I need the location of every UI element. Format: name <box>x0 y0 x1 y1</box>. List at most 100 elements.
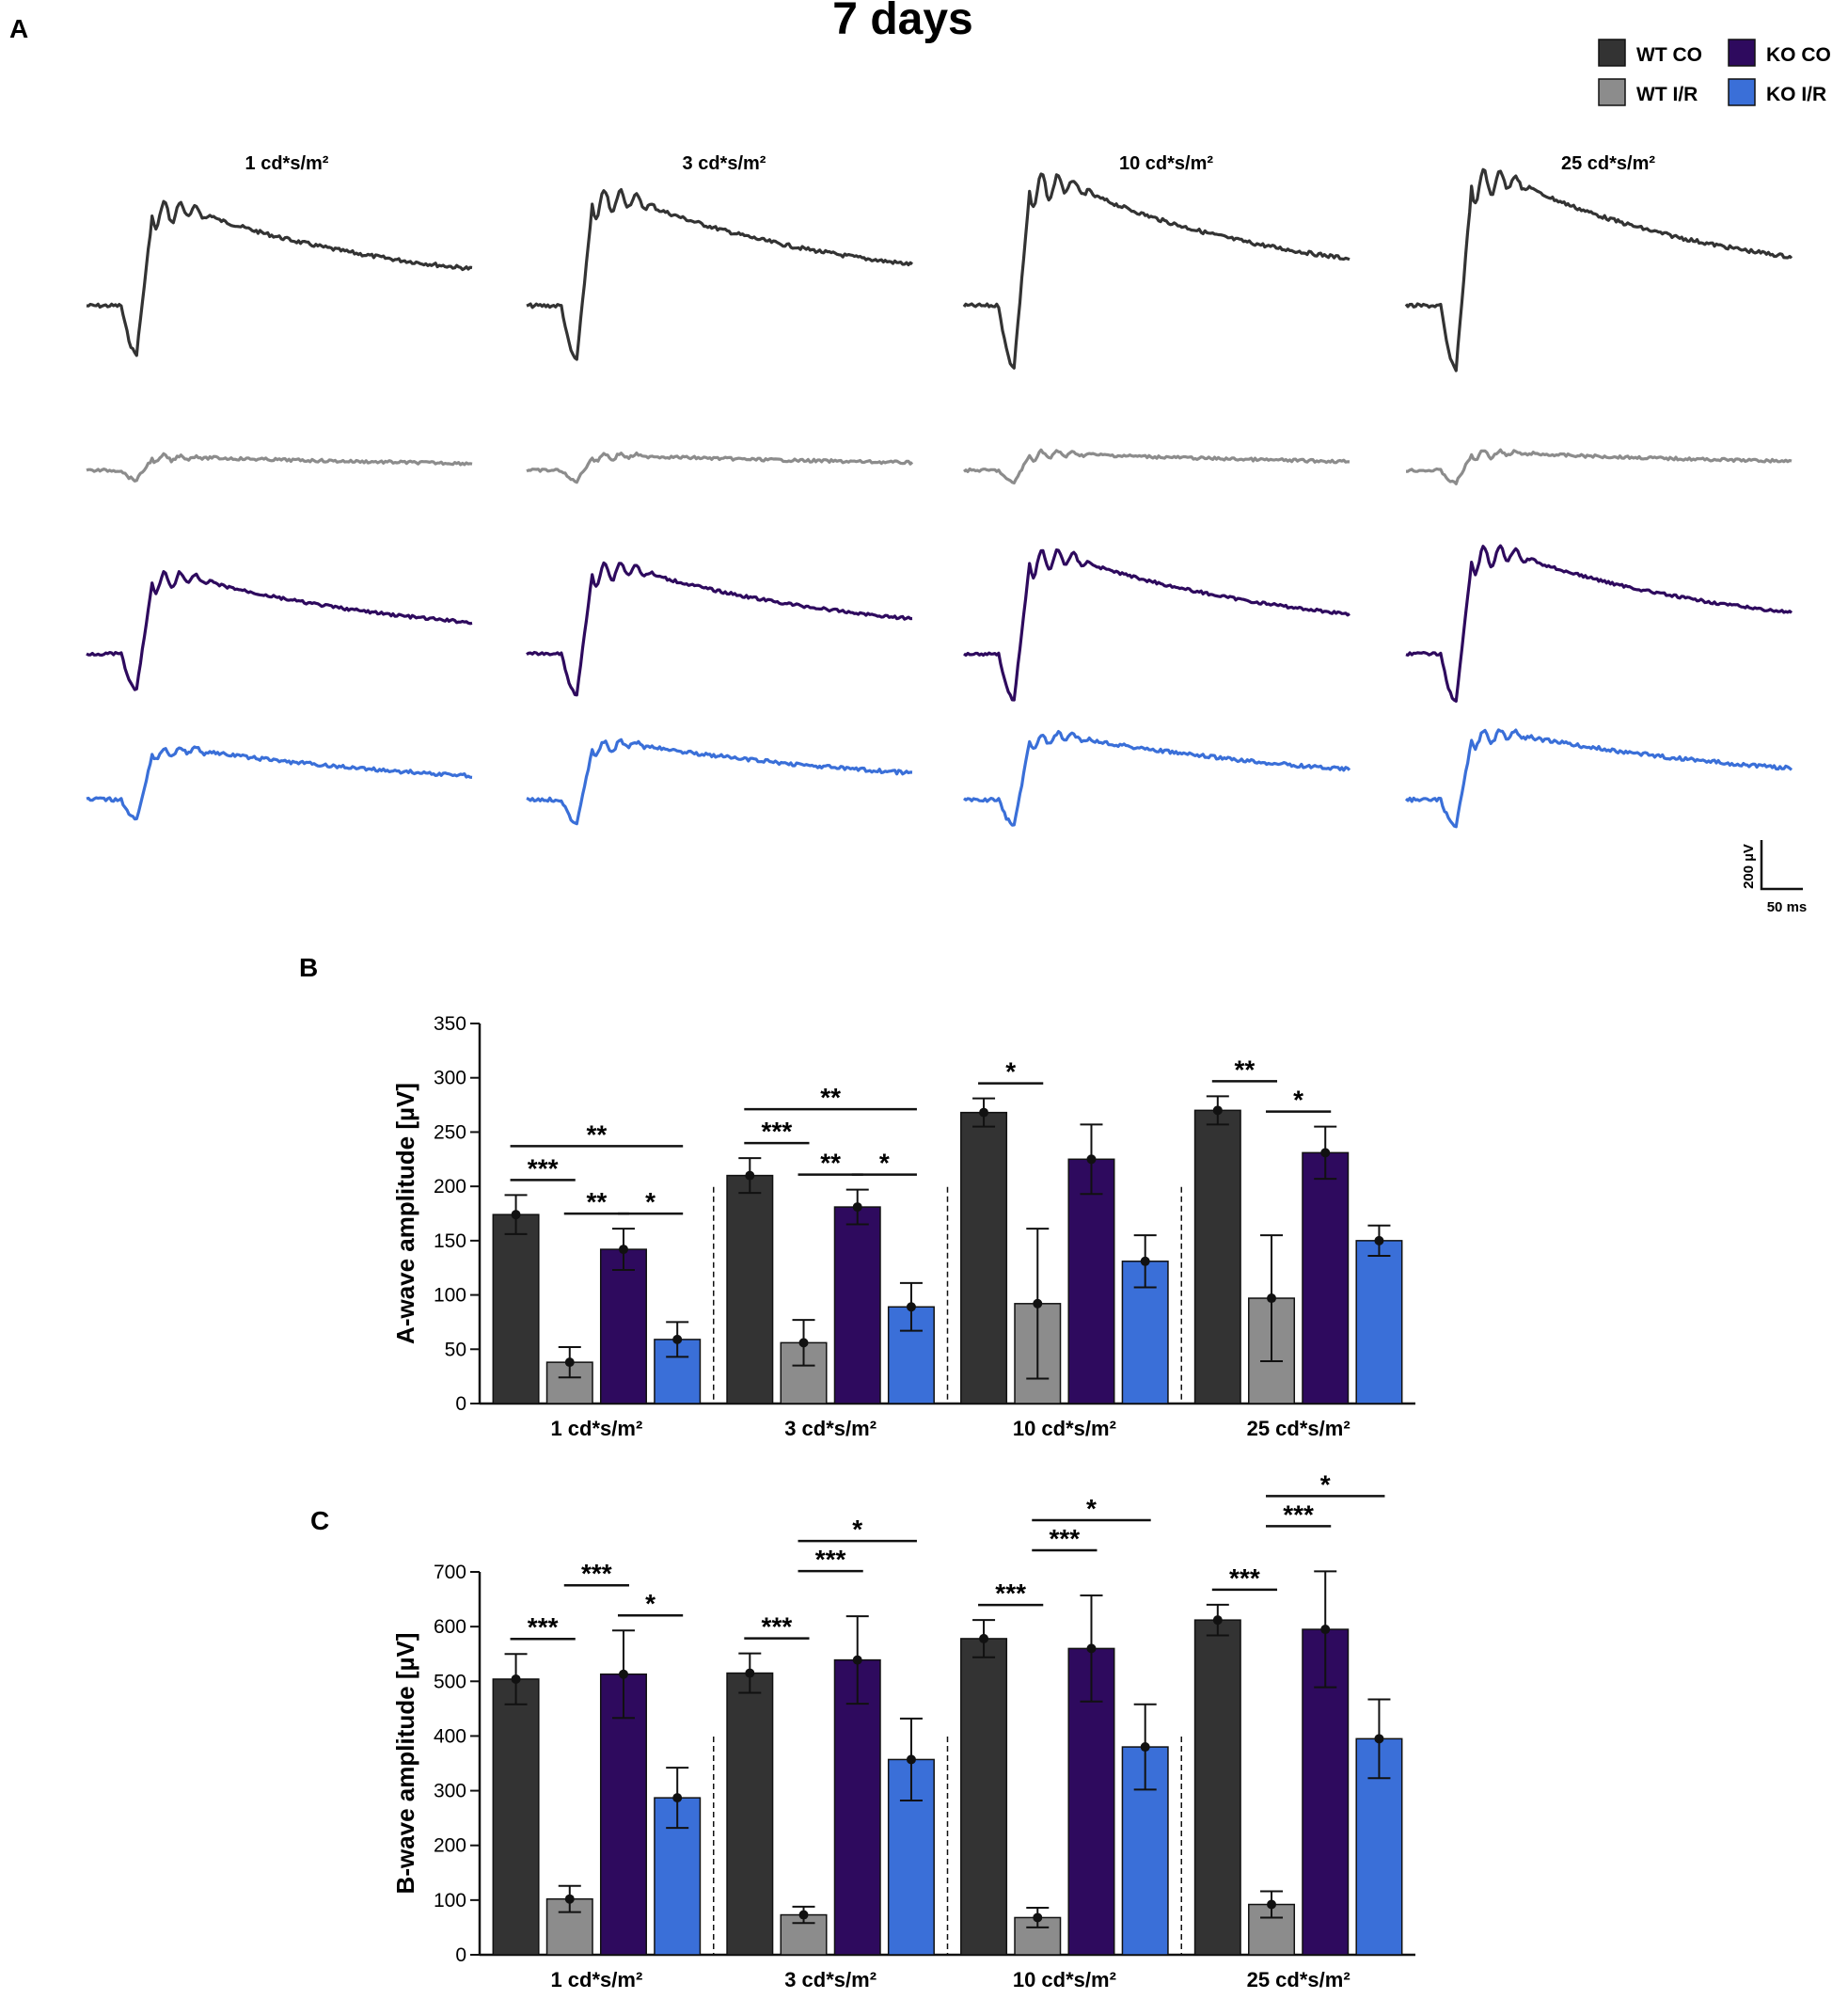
legend-label-ko-co: KO CO <box>1766 44 1831 66</box>
mean-point <box>1140 1256 1150 1266</box>
mean-point <box>1374 1734 1384 1744</box>
y-tick-label: 700 <box>434 1562 466 1583</box>
erg-trace-ko-co-2 <box>963 548 1350 702</box>
bar-ko-co-2 <box>1067 1158 1115 1404</box>
legend-swatch-wt-ir <box>1598 78 1626 106</box>
mean-point <box>852 1202 862 1213</box>
significance-label: * <box>645 1187 655 1216</box>
legend-entry-wt-co: WT CO <box>1598 39 1702 67</box>
mean-point <box>1320 1148 1331 1158</box>
trace-column-header-1: 1 cd*s/m² <box>245 153 329 174</box>
significance-label: *** <box>995 1579 1026 1608</box>
erg-trace-wt-i-r-2 <box>963 448 1350 484</box>
mean-point <box>745 1668 755 1678</box>
significance-label: * <box>1293 1086 1303 1115</box>
mean-point <box>979 1107 989 1118</box>
bar-ko-co-0 <box>599 1248 647 1404</box>
x-tick-label: 25 cd*s/m² <box>1247 1417 1350 1440</box>
b-wave-bar-chart: 0 100 200 300 400 500 600 700 B-wave amplitude [… <box>391 1469 1415 1991</box>
significance-label: ** <box>820 1083 841 1112</box>
significance-label: *** <box>1229 1563 1260 1593</box>
x-tick-label: 1 cd*s/m² <box>550 1417 642 1440</box>
y-tick-label: 300 <box>434 1068 466 1089</box>
trace-column-header-25: 25 cd*s/m² <box>1561 153 1655 174</box>
scale-bar: 200 µV 50 ms <box>1741 840 1807 915</box>
significance-label: ** <box>1235 1055 1256 1084</box>
y-tick-label: 400 <box>434 1725 466 1747</box>
panel-label-a: A <box>9 14 28 43</box>
significance-label: * <box>1320 1469 1331 1499</box>
bar-wt-co-2 <box>960 1111 1008 1404</box>
x-tick-label: 25 cd*s/m² <box>1247 1968 1350 1991</box>
significance-label: * <box>879 1149 890 1178</box>
erg-trace-wt-co-3 <box>1404 167 1793 373</box>
erg-trace-ko-co-1 <box>526 561 913 697</box>
y-tick-label: 500 <box>434 1671 466 1692</box>
y-axis-label: B-wave amplitude [µV] <box>391 1633 419 1895</box>
legend-label-wt-co: WT CO <box>1636 44 1702 66</box>
erg-trace-wt-co-1 <box>526 188 913 361</box>
y-tick-label: 150 <box>434 1230 466 1252</box>
bar-wt-co-0 <box>492 1678 540 1956</box>
bar-ko-i-r-3 <box>1355 1240 1403 1404</box>
significance-label: * <box>645 1589 655 1618</box>
scale-bar-lines <box>1760 840 1803 891</box>
bar-ko-co-0 <box>599 1673 647 1956</box>
y-tick-label: 250 <box>434 1121 466 1143</box>
erg-trace-wt-i-r-1 <box>526 452 914 484</box>
significance-label: *** <box>1050 1524 1081 1553</box>
legend-entry-ko-co: KO CO <box>1728 39 1831 67</box>
erg-trace-ko-i-r-0 <box>86 745 473 821</box>
mean-point <box>1033 1912 1043 1923</box>
legend-entry-ko-ir: KO I/R <box>1728 78 1826 106</box>
erg-trace-wt-co-2 <box>962 172 1350 370</box>
erg-trace-wt-i-r-0 <box>86 452 473 483</box>
significance-label: *** <box>762 1117 793 1146</box>
legend-swatch-ko-co <box>1728 39 1756 67</box>
mean-point <box>564 1894 575 1904</box>
mean-point <box>672 1334 683 1344</box>
mean-point <box>979 1633 989 1643</box>
bar-wt-co-3 <box>1193 1109 1241 1404</box>
mean-point <box>1033 1298 1043 1309</box>
bar-wt-co-0 <box>492 1214 540 1404</box>
mean-point <box>1212 1105 1223 1116</box>
panel-label-c: C <box>310 1506 329 1535</box>
trace-column-header-3: 3 cd*s/m² <box>683 153 766 174</box>
trace-column-header-10: 10 cd*s/m² <box>1119 153 1213 174</box>
y-tick-label: 0 <box>455 1393 466 1415</box>
erg-trace-ko-i-r-3 <box>1404 728 1793 829</box>
erg-trace-wt-i-r-3 <box>1406 448 1793 485</box>
mean-point <box>1267 1293 1277 1304</box>
significance-label: *** <box>581 1559 612 1588</box>
bar-wt-co-2 <box>960 1638 1008 1956</box>
y-tick-label: 100 <box>434 1890 466 1912</box>
mean-point <box>906 1754 916 1765</box>
mean-point <box>1212 1615 1223 1626</box>
mean-point <box>511 1210 521 1220</box>
mean-point <box>672 1793 683 1803</box>
mean-point <box>564 1357 575 1368</box>
erg-traces <box>86 167 1793 829</box>
erg-trace-ko-i-r-2 <box>963 730 1351 827</box>
y-axis-label: A-wave amplitude [µV] <box>391 1083 419 1344</box>
legend-label-wt-ir: WT I/R <box>1636 84 1698 105</box>
legend: WT CO KO CO WT I/R KO I/R <box>1598 39 1831 106</box>
mean-point <box>798 1338 809 1348</box>
significance-label: *** <box>528 1612 559 1642</box>
x-tick-label: 3 cd*s/m² <box>784 1968 877 1991</box>
mean-point <box>745 1170 755 1181</box>
legend-label-ko-ir: KO I/R <box>1766 84 1826 105</box>
significance-label: * <box>1005 1057 1016 1087</box>
y-tick-label: 200 <box>434 1835 466 1857</box>
y-tick-label: 50 <box>445 1339 466 1360</box>
figure-title: 7 days <box>832 0 972 44</box>
significance-label: * <box>1086 1494 1097 1523</box>
significance-label: *** <box>815 1545 846 1574</box>
mean-point <box>618 1245 628 1255</box>
legend-swatch-wt-co <box>1598 39 1626 67</box>
bar-wt-co-3 <box>1193 1619 1241 1956</box>
significance-label: *** <box>1283 1499 1314 1529</box>
a-wave-bar-chart: 0 50 100 150 200 250 300 350 A-wave amplitude [µ… <box>391 1013 1415 1440</box>
significance-label: ** <box>820 1149 841 1178</box>
